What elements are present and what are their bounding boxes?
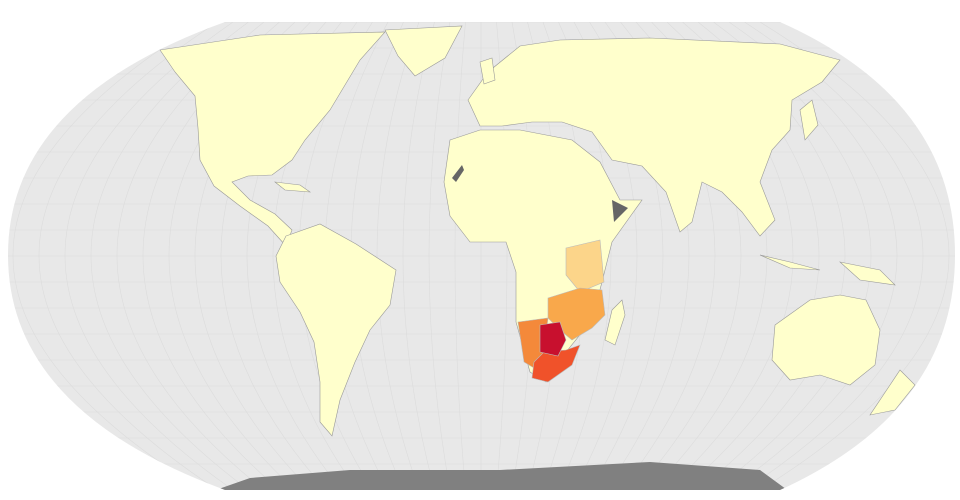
eurasia: [467, 37, 841, 237]
western-sahara: [452, 165, 464, 182]
botswana: [539, 321, 567, 357]
new-zealand: [869, 369, 916, 416]
australia: [771, 294, 881, 386]
north-america: [159, 31, 386, 247]
graticule-line: [454, 22, 466, 490]
graticule-line: [428, 22, 451, 490]
greenland: [384, 25, 463, 77]
uk: [479, 57, 496, 85]
graticule-line: [64, 22, 234, 490]
madagascar: [604, 299, 626, 346]
countries: [159, 25, 916, 490]
south-america: [275, 223, 397, 437]
graticule-line: [376, 22, 420, 490]
japan: [799, 99, 819, 141]
southern-central-africa: [547, 287, 606, 341]
graticule-line: [90, 22, 249, 490]
caribbean: [273, 181, 312, 193]
east-africa: [565, 239, 605, 293]
somalia: [612, 200, 628, 222]
graticule-line: [12, 22, 203, 490]
graticule-line: [759, 22, 950, 490]
graticule-line: [402, 22, 435, 490]
indonesia: [759, 254, 896, 286]
antarctica: [210, 462, 790, 490]
graticule-line: [38, 22, 218, 490]
graticule-line: [744, 22, 924, 490]
